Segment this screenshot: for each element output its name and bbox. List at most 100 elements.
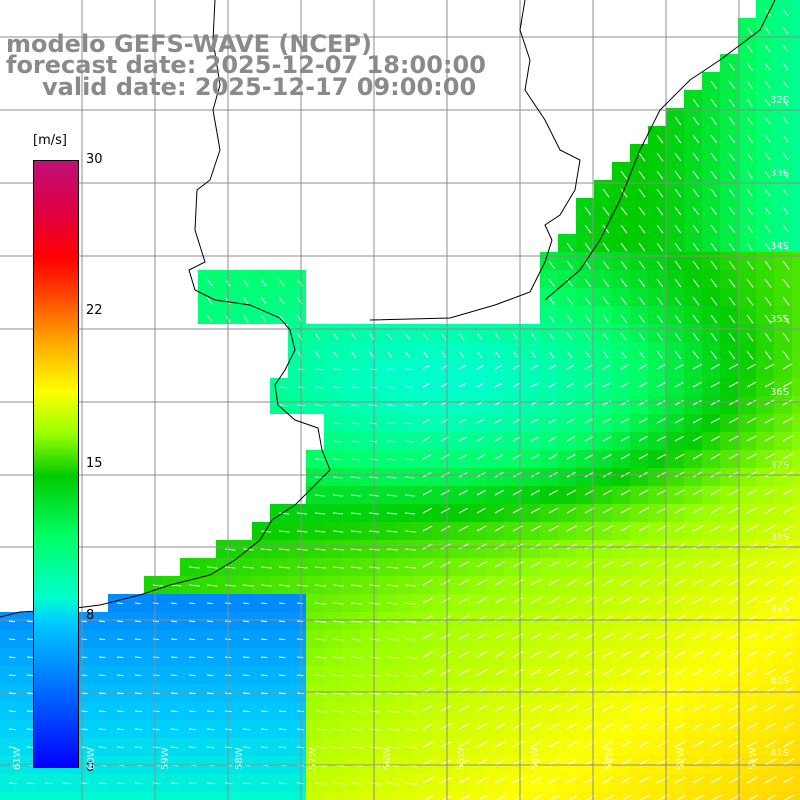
wind-arrow: [440, 633, 452, 640]
wind-arrow: [602, 632, 614, 640]
wind-arrow: [512, 507, 523, 514]
wind-arrow: [458, 436, 467, 442]
wind-arrow: [710, 116, 718, 126]
wind-arrow: [404, 350, 411, 358]
wind-arrow: [566, 650, 578, 658]
wind-arrow: [746, 62, 753, 71]
wind-arrow: [152, 674, 160, 677]
wind-arrow: [710, 740, 723, 748]
wind-arrow: [638, 170, 646, 180]
wind-arrow: [278, 278, 285, 287]
wind-arrow: [152, 692, 160, 695]
wind-arrow: [764, 740, 777, 748]
wind-arrow: [512, 722, 524, 730]
wind-arrow: [368, 332, 375, 340]
wind-cell: [540, 792, 558, 800]
wind-arrow: [8, 656, 16, 659]
wind-arrow: [440, 489, 450, 496]
wind-arrow: [441, 794, 452, 800]
wind-arrow: [494, 364, 503, 370]
wind-arrow: [674, 382, 684, 388]
wind-arrow: [548, 561, 560, 568]
wind-arrow: [242, 602, 249, 605]
wind-arrow: [728, 435, 739, 442]
wind-arrow: [584, 704, 596, 712]
wind-cell: [324, 792, 342, 800]
wind-arrow: [386, 782, 399, 785]
wind-arrow: [476, 579, 488, 586]
wind-arrow: [188, 782, 197, 785]
wind-arrow: [296, 566, 308, 569]
wind-arrow: [566, 579, 578, 586]
wind-cell: [792, 792, 800, 800]
wind-arrow: [188, 620, 195, 623]
wind-arrow: [368, 620, 381, 623]
wind-arrow: [710, 98, 718, 108]
wind-arrow: [494, 332, 501, 340]
wind-arrow: [296, 512, 307, 515]
wind-arrow: [710, 170, 718, 180]
wind-cell: [504, 792, 522, 800]
wind-arrow: [62, 782, 71, 785]
wind-arrow: [350, 728, 363, 731]
lat-label: 33S: [770, 168, 790, 179]
wind-arrow: [566, 740, 579, 748]
wind-arrow: [746, 278, 754, 288]
wind-arrow: [296, 620, 303, 623]
wind-arrow: [422, 740, 434, 748]
wind-cell: [792, 720, 800, 738]
wind-arrow: [386, 746, 399, 749]
wind-arrow: [332, 620, 345, 623]
wind-arrow: [566, 332, 573, 341]
wind-arrow: [692, 704, 705, 712]
wind-arrow: [638, 758, 651, 766]
wind-arrow: [782, 206, 789, 215]
wind-arrow: [674, 296, 682, 306]
wind-arrow: [584, 332, 591, 341]
wind-arrow: [548, 454, 558, 460]
wind-cell: [198, 792, 216, 800]
wind-arrow: [350, 602, 362, 605]
wind-arrow: [602, 382, 611, 388]
wind-arrow: [170, 692, 178, 695]
wind-arrow: [620, 242, 628, 252]
wind-arrow: [404, 440, 414, 443]
wind-arrow: [728, 507, 740, 514]
wind-arrow: [620, 364, 629, 370]
wind-arrow: [422, 489, 432, 496]
wind-arrow: [404, 746, 417, 749]
wind-arrow: [548, 314, 555, 323]
wind-arrow: [782, 26, 789, 35]
wind-arrow: [620, 507, 631, 514]
wind-arrow: [620, 418, 630, 424]
wind-arrow: [656, 332, 663, 341]
wind-arrow: [746, 435, 757, 442]
wind-arrow: [710, 453, 721, 460]
wind-arrow: [98, 746, 107, 749]
wind-cell: [702, 792, 720, 800]
wind-arrow: [620, 170, 628, 180]
wind-arrow: [638, 314, 645, 323]
wind-arrow: [710, 435, 721, 442]
wind-arrow: [656, 296, 664, 306]
wind-arrow: [494, 633, 506, 640]
wind-cell: [792, 540, 800, 558]
wind-arrow: [476, 722, 488, 730]
wind-arrow: [368, 746, 381, 749]
wind-arrow: [8, 620, 15, 623]
wind-cell: [792, 378, 800, 396]
wind-arrow: [422, 454, 431, 460]
wind-arrow: [692, 668, 705, 676]
wind-cell: [792, 594, 800, 612]
wind-arrow: [746, 776, 759, 784]
wind-cell: [666, 792, 684, 800]
wind-arrow: [674, 134, 682, 144]
wind-arrow: [602, 704, 614, 712]
wind-arrow: [548, 418, 557, 424]
wind-arrow: [764, 471, 776, 478]
wind-arrow: [116, 602, 123, 605]
wind-arrow: [620, 596, 632, 604]
wind-arrow: [728, 206, 735, 215]
wind-arrow: [566, 350, 573, 359]
wind-arrow: [278, 638, 286, 641]
